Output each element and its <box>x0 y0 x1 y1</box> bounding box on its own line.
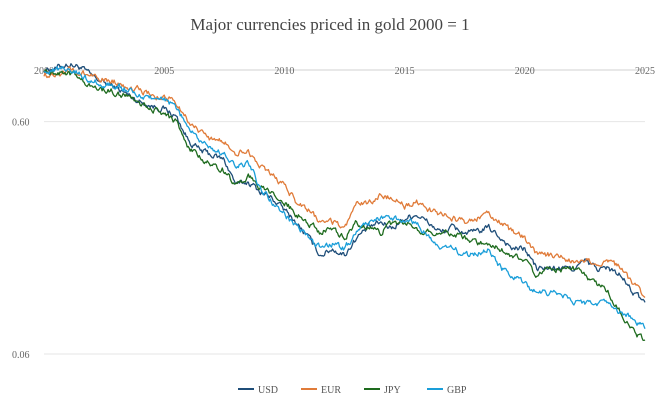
legend-label-gbp: GBP <box>447 385 467 396</box>
legend-label-usd: USD <box>258 385 278 396</box>
legend: USD EUR JPY GBP <box>238 385 467 396</box>
y-tick-label: 0.06 <box>12 350 30 361</box>
gridlines <box>44 121 645 355</box>
chart-title: Major currencies priced in gold 2000 = 1 <box>190 15 469 34</box>
x-axis: 2000 2005 2010 2015 2020 2025 <box>34 66 655 77</box>
series-lines <box>43 63 646 342</box>
series-line-gbp <box>43 65 646 330</box>
y-axis: 0.60 0.06 <box>12 118 30 361</box>
series-line-usd <box>43 63 646 303</box>
series-line-jpy <box>43 69 646 342</box>
x-tick-label: 2005 <box>154 66 174 77</box>
x-tick-label: 2015 <box>395 66 415 77</box>
series-line-eur <box>43 66 646 298</box>
x-tick-label: 2020 <box>515 66 535 77</box>
legend-label-jpy: JPY <box>384 385 401 396</box>
x-tick-label: 2025 <box>635 66 655 77</box>
x-tick-label: 2010 <box>274 66 294 77</box>
y-tick-label: 0.60 <box>12 118 30 129</box>
legend-label-eur: EUR <box>321 385 341 396</box>
